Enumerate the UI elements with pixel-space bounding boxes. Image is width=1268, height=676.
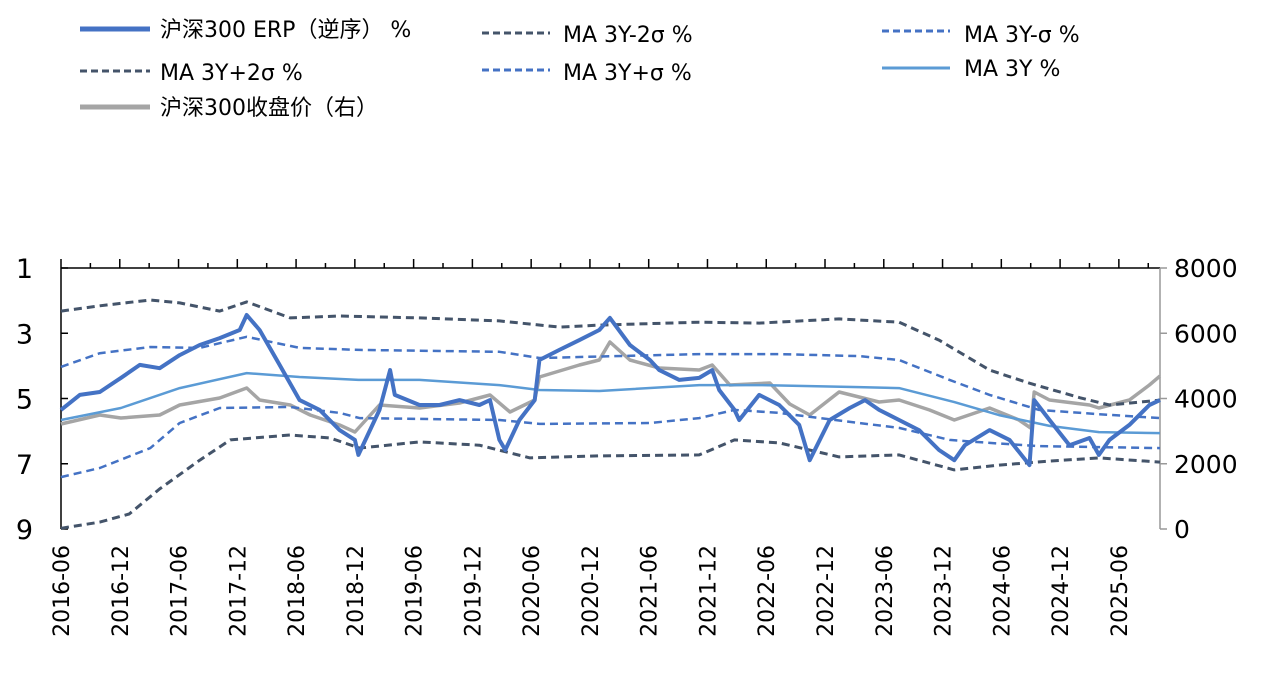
plot-area [59,298,1162,530]
y-right-tick-label: 2000 [1174,450,1238,479]
axes: 2016-06 2016-12 2017-06 2017-12 2018-06 2018-… [16,254,1238,637]
y-right-tick-label: 8000 [1174,254,1238,283]
legend-item-erp: 沪深300 ERP（逆序） % [80,18,411,43]
x-tick-label: 2016-06 [50,545,75,637]
y-left-tick-label: 9 [16,515,33,546]
series-line-p1s [60,405,1161,479]
x-tick-label: 2021-06 [638,545,663,637]
series-line-m2s [60,298,1161,407]
x-tick-label: 2021-12 [696,545,721,637]
x-tick-label: 2017-06 [168,545,193,637]
x-tick-label: 2018-12 [344,545,369,637]
y-left-tick-label: 7 [16,450,33,481]
series-line-ma [60,371,1161,435]
legend-item-p2s: MA 3Y+2σ % [80,61,303,86]
x-tick-label: 2019-12 [461,545,486,637]
x-tick-label: 2025-06 [1108,545,1133,637]
y-right-tick-label: 0 [1174,515,1190,544]
y-left-tick-label: 1 [16,254,33,285]
legend: 沪深300 ERP（逆序） % MA 3Y-2σ % MA 3Y-σ % MA … [80,18,1080,121]
y-left-tick-label: 5 [16,385,33,416]
x-tick-label: 2017-12 [226,545,251,637]
x-tick-label: 2022-12 [814,545,839,637]
x-tick-label: 2024-12 [1049,545,1074,637]
legend-item-p1s: MA 3Y+σ % [482,61,692,86]
legend-item-m2s: MA 3Y-2σ % [482,23,693,48]
legend-item-m1s: MA 3Y-σ % [882,23,1080,48]
x-tick-label: 2024-06 [990,545,1015,637]
y-right-tick-label: 6000 [1174,319,1238,348]
legend-label-erp: 沪深300 ERP（逆序） % [160,18,411,43]
y-left-tick-label: 3 [16,319,33,350]
legend-label-p2s: MA 3Y+2σ % [160,61,303,86]
series-line-erp [59,313,1161,468]
legend-label-m1s: MA 3Y-σ % [964,23,1080,48]
x-tick-label: 2023-12 [932,545,957,637]
x-tick-label: 2020-06 [520,545,545,637]
legend-label-p1s: MA 3Y+σ % [563,61,692,86]
legend-label-m2s: MA 3Y-2σ % [563,23,693,48]
series-line-p2s [60,433,1161,530]
x-tick-label: 2020-12 [579,545,604,637]
x-tick-label: 2016-12 [109,545,134,637]
y-right-tick-label: 4000 [1174,385,1238,414]
x-tick-label: 2018-06 [285,545,310,637]
legend-label-price: 沪深300收盘价（右） [160,96,378,121]
x-tick-label: 2022-06 [755,545,780,637]
legend-item-ma: MA 3Y % [882,57,1060,82]
legend-item-price: 沪深300收盘价（右） [80,96,378,121]
x-tick-label: 2019-06 [403,545,428,637]
legend-label-ma: MA 3Y % [964,57,1060,82]
x-tick-label: 2023-06 [873,545,898,637]
series-line-price [60,340,1162,434]
